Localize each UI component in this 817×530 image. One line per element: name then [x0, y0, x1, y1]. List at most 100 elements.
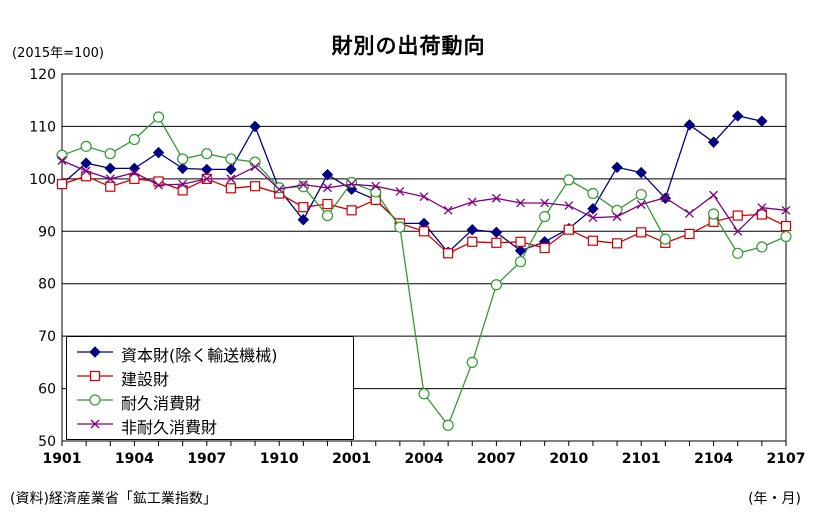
data-point-construction-goods-2005	[443, 248, 454, 259]
data-point-capital-goods-2104	[707, 136, 720, 148]
data-point-durable-consumer-goods-2002	[370, 186, 382, 198]
data-point-construction-goods-1912	[322, 198, 333, 210]
data-point-nondurable-consumer-goods-2011	[588, 213, 598, 223]
x-marker-stroke	[202, 174, 212, 184]
data-point-capital-goods-1902	[80, 157, 92, 169]
data-point-capital-goods-2101	[635, 166, 647, 179]
y-tick-label-120: 120	[29, 67, 56, 83]
y-tick-label-60: 60	[38, 382, 56, 398]
x-marker-stroke	[178, 179, 188, 189]
y-tick-label-100: 100	[29, 172, 56, 188]
data-point-construction-goods-1902	[81, 171, 92, 182]
data-point-construction-goods-2101	[636, 227, 647, 238]
data-point-durable-consumer-goods-2106	[756, 241, 768, 253]
x-marker-stroke	[298, 180, 308, 190]
data-point-nondurable-consumer-goods-1912	[323, 183, 332, 193]
x-tick-label-1907: 1907	[187, 451, 226, 467]
data-point-nondurable-consumer-goods-2102	[660, 193, 670, 203]
x-marker-stroke	[660, 193, 670, 203]
data-point-construction-goods-2007	[491, 237, 502, 248]
x-marker-stroke	[540, 198, 550, 208]
data-point-nondurable-consumer-goods-2010	[564, 201, 574, 211]
data-point-capital-goods-1909	[249, 120, 261, 133]
data-point-capital-goods-2008	[514, 244, 527, 257]
data-point-capital-goods-1905	[152, 146, 165, 159]
data-point-durable-consumer-goods-2006	[466, 356, 478, 368]
data-point-durable-consumer-goods-2004	[418, 388, 430, 400]
data-point-nondurable-consumer-goods-2004	[419, 192, 429, 202]
data-point-construction-goods-2011	[587, 235, 599, 246]
x-tick-label-2004: 2004	[405, 451, 444, 467]
data-point-nondurable-consumer-goods-1906	[178, 179, 188, 189]
y-axis-unit-label: (2015年=100)	[12, 46, 104, 61]
x-marker-stroke	[57, 156, 67, 165]
data-point-nondurable-consumer-goods-1907	[202, 174, 212, 184]
data-point-durable-consumer-goods-2001	[346, 176, 358, 189]
data-point-nondurable-consumer-goods-2007	[491, 193, 501, 203]
data-point-durable-consumer-goods-2101	[635, 188, 647, 201]
data-point-nondurable-consumer-goods-2105	[733, 226, 743, 236]
data-point-nondurable-consumer-goods-2106	[757, 203, 767, 213]
x-marker-stroke	[636, 200, 646, 210]
data-point-construction-goods-2008	[515, 236, 526, 247]
legend-item-durable-consumer-goods: 耐久消費財	[75, 389, 345, 413]
x-marker-stroke	[81, 166, 91, 176]
data-point-durable-consumer-goods-2102	[659, 233, 671, 245]
legend-label-construction-goods: 建設財	[121, 370, 170, 389]
x-marker-stroke	[564, 201, 574, 211]
legend-item-nondurable-consumer-goods: 非耐久消費財	[75, 413, 345, 437]
x-marker-stroke	[685, 209, 694, 218]
legend-label-nondurable-consumer-goods: 非耐久消費財	[121, 418, 218, 437]
data-point-capital-goods-1912	[321, 168, 334, 181]
data-point-capital-goods-2006	[466, 224, 478, 236]
legend-item-construction-goods: 建設財	[75, 365, 345, 389]
x-marker-stroke	[588, 213, 598, 223]
y-tick-label-90: 90	[38, 224, 56, 240]
data-point-nondurable-consumer-goods-1904	[129, 168, 139, 178]
axis-layer: 50 60 70 80 90 100 110 120 1901 1904 1907 1910 2001 2…	[29, 67, 805, 467]
data-point-nondurable-consumer-goods-1903	[105, 174, 115, 184]
legend-marker-durable-consumer-goods	[77, 394, 113, 406]
data-point-construction-goods-1906	[177, 185, 188, 196]
data-point-construction-goods-1904	[129, 173, 140, 184]
data-point-nondurable-consumer-goods-1902	[81, 166, 91, 176]
data-point-construction-goods-1901	[56, 179, 68, 190]
data-point-construction-goods-2009	[539, 242, 550, 254]
chart-legend: 資本財(除く輸送機械) 建設財 耐久消費財 非耐久消費財	[66, 336, 354, 440]
data-point-capital-goods-1903	[104, 162, 116, 175]
series-nondurable-consumer-goods	[57, 156, 791, 236]
x-tick-label-2010: 2010	[549, 451, 588, 467]
data-point-nondurable-consumer-goods-2104	[709, 190, 719, 200]
data-point-durable-consumer-goods-1912	[321, 209, 334, 222]
data-point-capital-goods-1906	[176, 162, 189, 175]
data-point-nondurable-consumer-goods-1905	[154, 180, 163, 190]
legend-label-durable-consumer-goods: 耐久消費財	[121, 394, 202, 413]
data-point-nondurable-consumer-goods-1908	[226, 174, 236, 184]
data-point-durable-consumer-goods-1902	[80, 140, 92, 152]
series-line-durable-consumer-goods	[713, 213, 787, 255]
data-point-durable-consumer-goods-2012	[611, 204, 623, 216]
data-point-durable-consumer-goods-2011	[587, 187, 599, 200]
data-point-construction-goods-2103	[684, 228, 695, 240]
legend-item-capital-goods: 資本財(除く輸送機械)	[75, 341, 345, 365]
data-point-durable-consumer-goods-1901	[56, 149, 68, 161]
data-point-durable-consumer-goods-2007	[490, 279, 502, 291]
data-point-durable-consumer-goods-1903	[104, 148, 116, 160]
data-point-durable-consumer-goods-1909	[249, 156, 261, 168]
data-point-durable-consumer-goods-1907	[201, 148, 213, 160]
x-tick-label-2001: 2001	[332, 451, 371, 467]
x-marker-stroke	[226, 174, 236, 184]
x-marker-stroke	[709, 190, 719, 200]
data-point-durable-consumer-goods-1910	[273, 182, 285, 194]
data-point-durable-consumer-goods-1908	[225, 153, 237, 165]
data-point-construction-goods-2107	[780, 220, 792, 232]
legend-marker-construction-goods	[77, 370, 113, 382]
x-marker-stroke	[105, 174, 115, 184]
data-point-nondurable-consumer-goods-2101	[636, 200, 646, 210]
data-point-construction-goods-2012	[611, 238, 623, 249]
data-point-construction-goods-2105	[732, 210, 743, 221]
x-marker-stroke	[733, 226, 743, 236]
data-point-nondurable-consumer-goods-2006	[467, 197, 477, 207]
data-point-construction-goods-1909	[249, 181, 261, 192]
